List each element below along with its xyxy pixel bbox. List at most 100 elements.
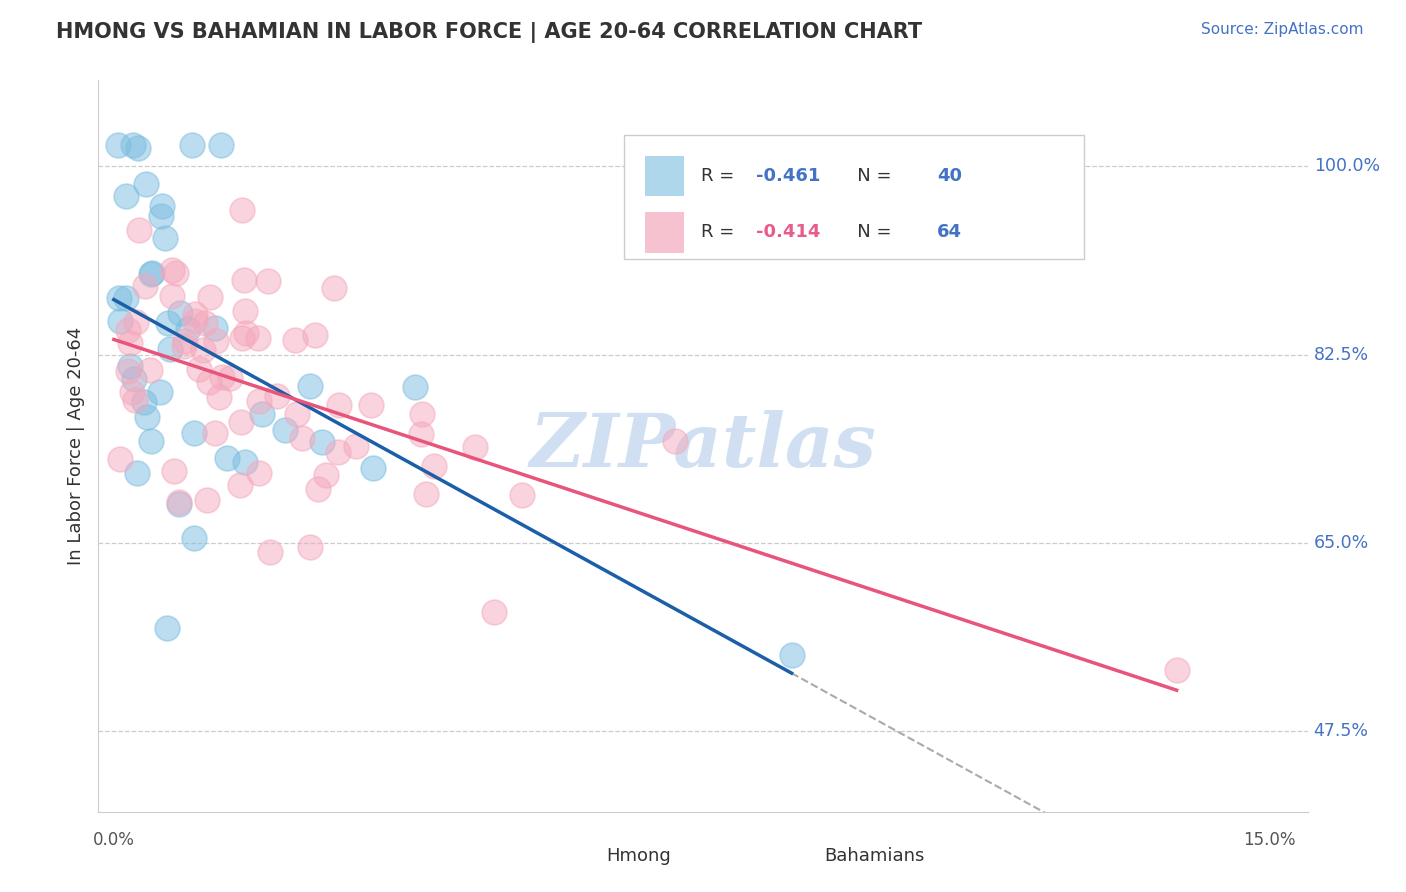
Point (1166, 663, 1188, 677)
Text: Source: ZipAtlas.com: Source: ZipAtlas.com (1201, 22, 1364, 37)
Text: Bahamians: Bahamians (824, 847, 924, 864)
FancyBboxPatch shape (624, 135, 1084, 260)
Point (207, 390, 229, 404)
Text: N =: N = (839, 167, 897, 186)
Point (121, 137, 143, 152)
Point (315, 467, 337, 482)
Point (259, 545, 281, 559)
Point (181, 137, 204, 152)
Point (510, 488, 533, 502)
Point (107, 291, 129, 305)
Text: 15.0%: 15.0% (1243, 831, 1295, 849)
Point (273, 424, 295, 438)
Point (664, 434, 686, 448)
Point (231, 202, 253, 217)
Point (209, 137, 232, 152)
Text: 64: 64 (936, 223, 962, 242)
Point (247, 393, 270, 408)
Point (219, 371, 242, 385)
Point (141, 434, 163, 448)
Point (229, 415, 252, 429)
Point (184, 307, 207, 321)
Point (411, 408, 433, 422)
Point (174, 334, 197, 348)
Point (118, 359, 141, 374)
Text: HMONG VS BAHAMIAN IN LABOR FORCE | AGE 20-64 CORRELATION CHART: HMONG VS BAHAMIAN IN LABOR FORCE | AGE 2… (56, 22, 922, 44)
Point (361, 461, 384, 475)
Point (328, 444, 350, 458)
Point (117, 364, 139, 378)
Point (193, 343, 215, 357)
Point (298, 379, 321, 393)
Point (217, 451, 239, 466)
Point (149, 209, 172, 223)
Point (139, 267, 162, 281)
Point (127, 141, 149, 155)
Point (149, 384, 172, 399)
Point (183, 425, 205, 440)
Point (150, 199, 173, 213)
Point (115, 291, 138, 305)
Point (108, 452, 131, 467)
Point (188, 361, 211, 376)
Point (197, 493, 219, 508)
Point (169, 495, 191, 509)
Point (257, 274, 280, 288)
Text: 82.5%: 82.5% (1313, 345, 1369, 364)
Point (124, 393, 146, 408)
Point (156, 621, 179, 635)
Point (163, 463, 186, 477)
Point (194, 316, 217, 330)
Point (115, 189, 138, 203)
Point (204, 334, 226, 349)
Point (125, 466, 148, 480)
Point (204, 321, 226, 335)
Point (233, 304, 256, 318)
Point (409, 427, 432, 442)
Text: 40: 40 (936, 167, 962, 186)
Text: 100.0%: 100.0% (1313, 157, 1379, 176)
Text: N =: N = (839, 223, 897, 242)
Point (229, 478, 252, 492)
Point (134, 279, 156, 293)
Point (183, 314, 205, 328)
Point (780, 648, 803, 662)
Bar (645, 212, 683, 252)
Point (323, 280, 346, 294)
Point (108, 314, 131, 328)
Point (135, 178, 157, 192)
Point (177, 322, 200, 336)
Point (266, 389, 288, 403)
Point (139, 363, 162, 377)
Point (246, 331, 269, 345)
Point (165, 266, 187, 280)
Text: 47.5%: 47.5% (1313, 722, 1368, 740)
Point (304, 328, 326, 343)
Point (124, 372, 146, 386)
Point (482, 605, 505, 619)
Point (156, 317, 179, 331)
Point (117, 323, 139, 337)
Y-axis label: In Labor Force | Age 20-64: In Labor Force | Age 20-64 (66, 326, 84, 566)
Point (232, 273, 254, 287)
Point (141, 266, 163, 280)
Point (285, 407, 308, 421)
Point (169, 306, 191, 320)
Point (231, 331, 253, 345)
Point (311, 434, 333, 449)
Point (233, 455, 256, 469)
Point (159, 342, 181, 356)
Text: R =: R = (700, 167, 740, 186)
Point (235, 326, 257, 340)
Point (107, 137, 129, 152)
Point (344, 439, 367, 453)
Point (298, 541, 321, 555)
Bar (558, 842, 596, 869)
Text: R =: R = (700, 223, 740, 242)
Point (162, 263, 184, 277)
Point (291, 431, 314, 445)
Point (360, 398, 382, 412)
Point (183, 531, 205, 545)
Point (200, 290, 222, 304)
Point (136, 410, 159, 425)
